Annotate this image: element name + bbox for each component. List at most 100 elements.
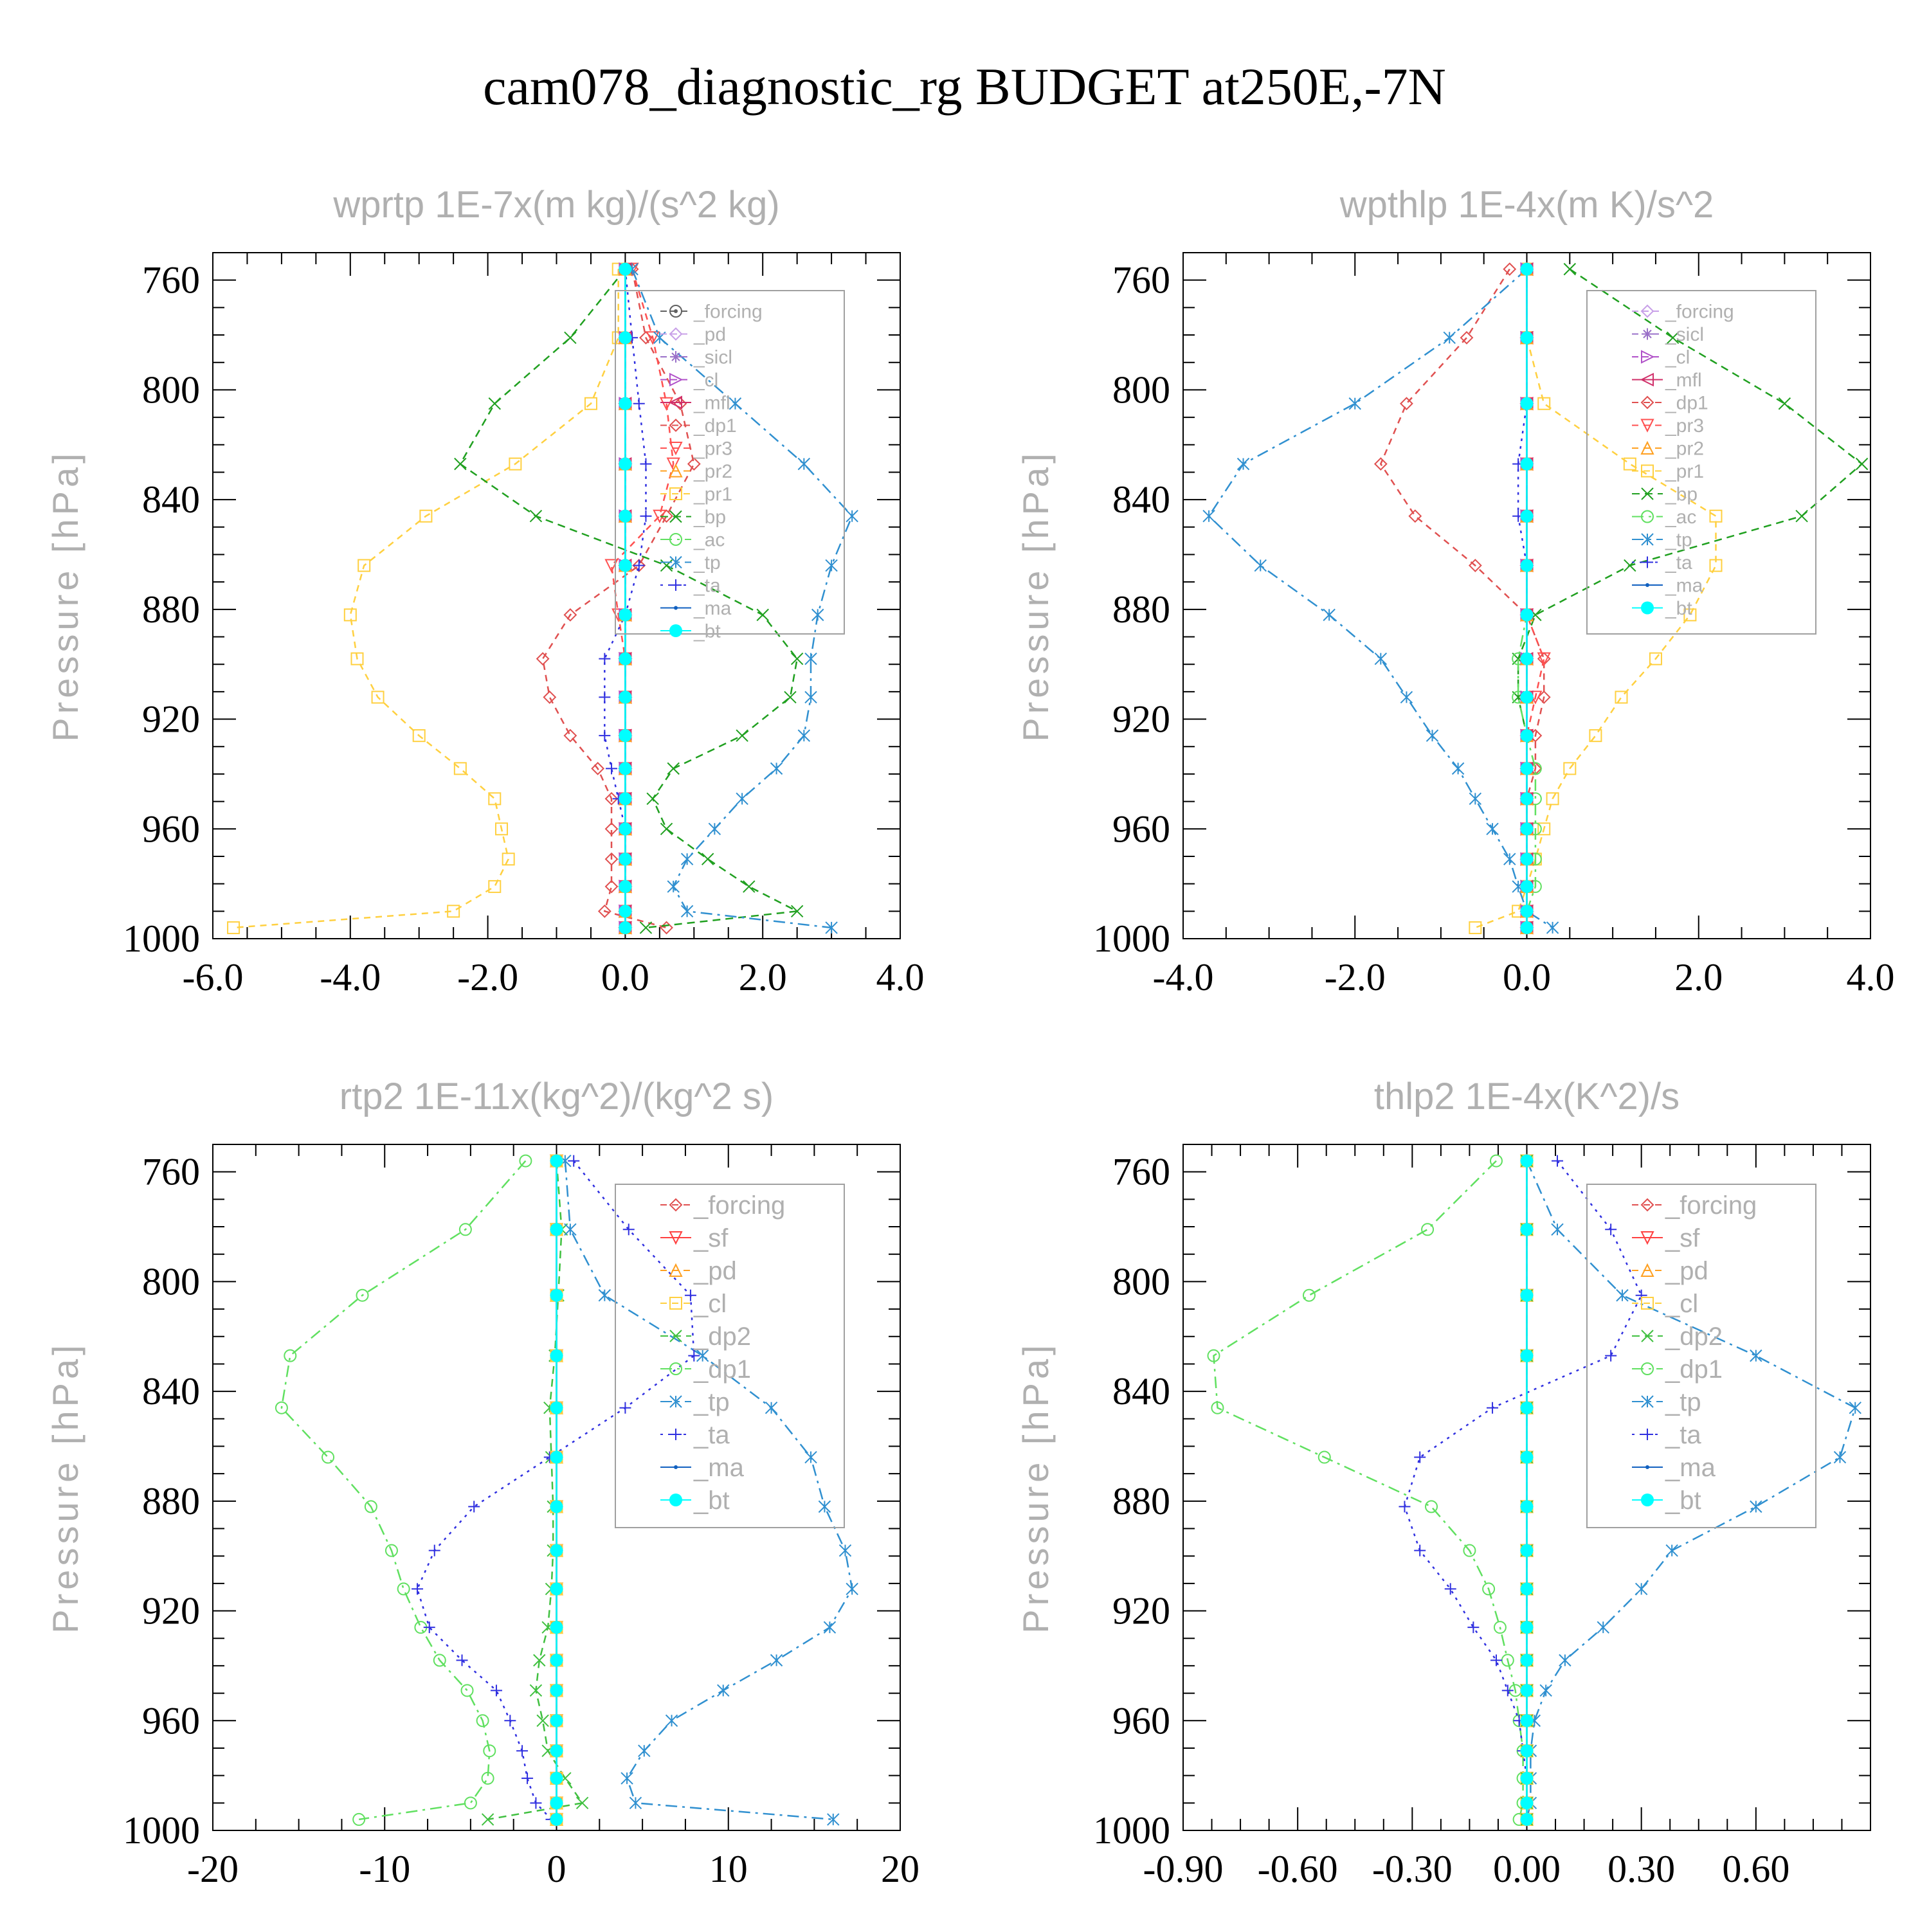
legend-item: _cl	[660, 1290, 727, 1318]
data-point	[1649, 652, 1662, 665]
series-line	[280, 1160, 527, 1821]
data-point	[1589, 729, 1602, 743]
legend-marker	[1641, 510, 1654, 523]
data-point	[1520, 1812, 1534, 1826]
legend-marker	[669, 1297, 682, 1310]
data-point	[550, 1714, 563, 1728]
data-point	[488, 880, 502, 893]
legend-marker	[669, 327, 683, 341]
data-point	[743, 880, 756, 893]
legend-label: _pr1	[693, 484, 732, 505]
data-point	[1750, 1500, 1762, 1513]
series-dp1	[1207, 1154, 1530, 1826]
data-point	[502, 853, 515, 866]
legend-item: _forcing	[1632, 1191, 1757, 1220]
legend-item: _mfl	[1632, 370, 1702, 391]
legend-item: _pr1	[660, 484, 732, 505]
data-point	[519, 1154, 532, 1168]
data-point	[660, 921, 673, 935]
panels: wprtp 1E-7x(m kg)/(s^2 kg) Pressure [hPa]…	[45, 184, 1895, 1890]
legend-label: _tp	[1665, 1388, 1701, 1416]
legend-item: _mfl	[660, 393, 730, 414]
series-tp	[559, 1154, 858, 1826]
data-point	[1460, 330, 1474, 345]
data-point	[846, 510, 858, 523]
data-point	[1302, 1288, 1316, 1302]
data-point	[1520, 1223, 1534, 1236]
data-point	[604, 880, 619, 894]
legend-marker	[1640, 372, 1654, 387]
data-point	[550, 1223, 563, 1236]
y-tick-label: 840	[142, 1370, 200, 1413]
legend-box	[615, 1184, 845, 1528]
legend-item: _pd	[1632, 1257, 1708, 1285]
legend-item: _forcing	[660, 302, 763, 323]
data-point	[797, 457, 811, 471]
y-tick-label: 920	[1112, 1590, 1170, 1632]
legend-marker	[669, 305, 682, 318]
data-point	[564, 331, 577, 345]
data-point	[660, 559, 673, 572]
data-point	[1520, 921, 1534, 934]
data-point	[811, 608, 824, 622]
data-point	[428, 1544, 440, 1557]
data-point	[633, 397, 645, 410]
data-point	[619, 792, 632, 806]
legend-label: _dp2	[1665, 1323, 1723, 1351]
legend-item: _pr2	[660, 461, 732, 482]
legend-label: _bt	[1665, 598, 1692, 619]
legend-marker	[669, 464, 683, 478]
data-point	[1408, 509, 1422, 523]
data-point	[494, 822, 508, 836]
panel-1: wprtp 1E-7x(m kg)/(s^2 kg) Pressure [hPa]…	[45, 184, 925, 998]
legend-label: _ma	[1665, 1454, 1716, 1482]
legend-marker	[670, 1429, 682, 1440]
data-point	[1563, 762, 1577, 775]
legend-marker	[674, 606, 678, 610]
data-point	[563, 608, 577, 622]
y-tick-label: 960	[1112, 1699, 1170, 1742]
data-point	[371, 691, 385, 704]
data-point	[356, 1288, 369, 1302]
data-point	[838, 1544, 852, 1557]
data-point	[639, 921, 653, 934]
series-group	[1207, 1153, 1861, 1827]
data-point	[687, 457, 701, 471]
legend-marker	[669, 1494, 682, 1506]
data-point	[1520, 729, 1534, 743]
x-tick-label: -4.0	[320, 956, 381, 998]
data-point	[447, 905, 460, 918]
panel-title: wpthlp 1E-4x(m K)/s^2	[1339, 184, 1714, 226]
data-point	[696, 1349, 709, 1362]
legend-item: _bt	[660, 1486, 730, 1515]
legend-marker	[1642, 1429, 1653, 1440]
legend-item: _ma	[660, 1454, 745, 1482]
legend-item: _pr1	[1632, 461, 1704, 482]
legend-box	[615, 290, 845, 635]
data-point	[529, 1684, 543, 1697]
series-line	[1208, 268, 1553, 928]
data-point	[1520, 822, 1534, 836]
series-tp	[1202, 262, 1559, 934]
data-point	[660, 509, 673, 523]
legend-marker	[669, 1330, 682, 1342]
legend-label: _tp	[693, 552, 721, 573]
data-point	[1490, 1654, 1502, 1666]
legend-marker	[669, 487, 682, 500]
legend-box	[1586, 290, 1816, 635]
data-point	[846, 1582, 858, 1596]
y-tick-label: 1000	[1093, 1809, 1170, 1852]
series-line	[459, 268, 800, 929]
data-point	[1624, 559, 1636, 572]
data-point	[550, 1796, 563, 1810]
data-point	[550, 1401, 563, 1414]
legend-item: _ta	[1632, 1421, 1701, 1449]
data-point	[1520, 1154, 1534, 1168]
data-point	[364, 1500, 377, 1513]
data-point	[1709, 559, 1723, 572]
legend-marker	[669, 533, 682, 546]
legend-label: _bt	[693, 1486, 730, 1515]
legend-label: _bt	[1665, 1486, 1701, 1515]
legend-label: _bt	[693, 621, 721, 642]
